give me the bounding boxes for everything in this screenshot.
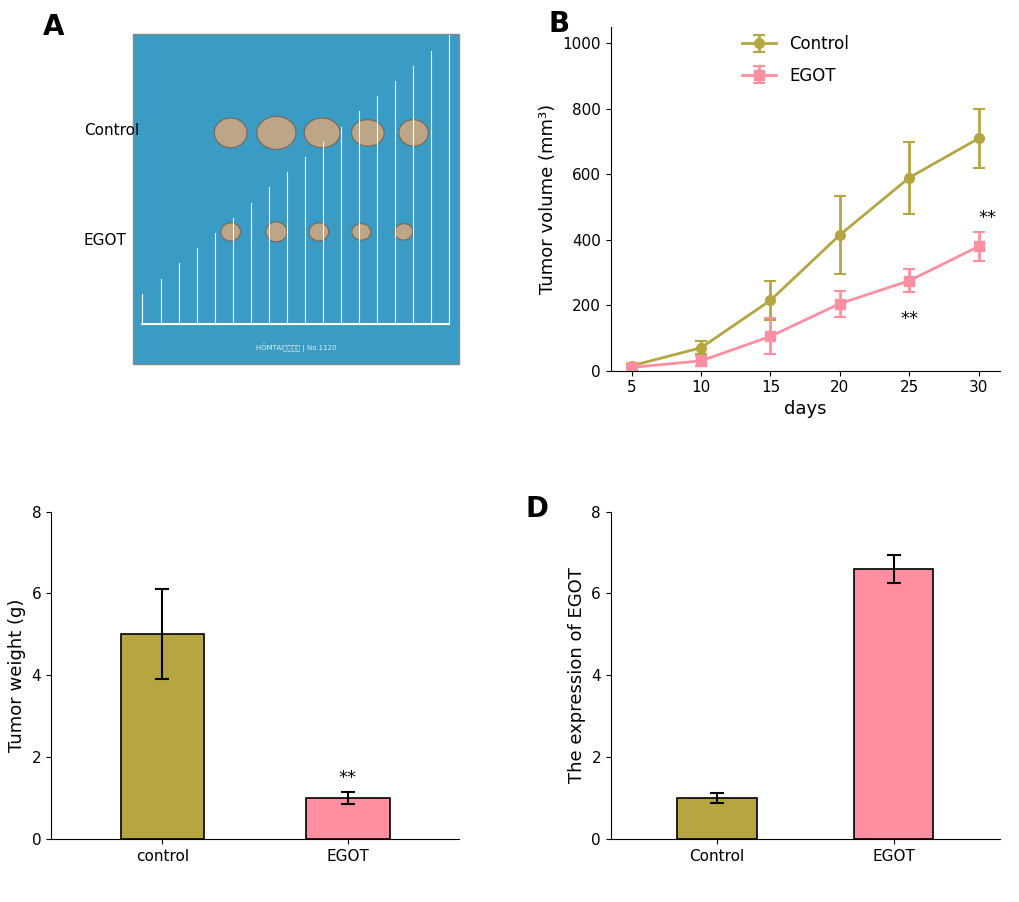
- Ellipse shape: [394, 224, 413, 240]
- Ellipse shape: [309, 223, 328, 241]
- Ellipse shape: [352, 120, 384, 146]
- Bar: [677, 798, 756, 839]
- Legend: Control, EGOT: Control, EGOT: [735, 29, 855, 91]
- Text: **: **: [978, 208, 996, 226]
- Ellipse shape: [304, 118, 339, 148]
- Text: EGOT: EGOT: [84, 233, 126, 248]
- Bar: [306, 798, 389, 839]
- FancyBboxPatch shape: [132, 34, 459, 364]
- Ellipse shape: [266, 222, 286, 242]
- Text: **: **: [338, 769, 357, 787]
- Ellipse shape: [221, 223, 240, 241]
- Bar: [120, 634, 204, 839]
- Y-axis label: Tumor weight (g): Tumor weight (g): [8, 599, 25, 752]
- Ellipse shape: [257, 116, 296, 150]
- X-axis label: days: days: [784, 400, 825, 418]
- Y-axis label: The expression of EGOT: The expression of EGOT: [568, 567, 585, 783]
- Text: B: B: [548, 10, 569, 38]
- Text: D: D: [525, 495, 547, 523]
- Text: HÖMTAI调查文具 | No.1120: HÖMTAI调查文具 | No.1120: [256, 343, 336, 352]
- Text: A: A: [43, 14, 64, 41]
- Ellipse shape: [214, 118, 247, 148]
- Text: **: **: [900, 310, 917, 328]
- Bar: [853, 569, 932, 839]
- Text: Control: Control: [84, 123, 139, 138]
- Ellipse shape: [398, 120, 428, 146]
- Ellipse shape: [352, 224, 371, 240]
- Y-axis label: Tumor volume (mm³): Tumor volume (mm³): [538, 104, 556, 294]
